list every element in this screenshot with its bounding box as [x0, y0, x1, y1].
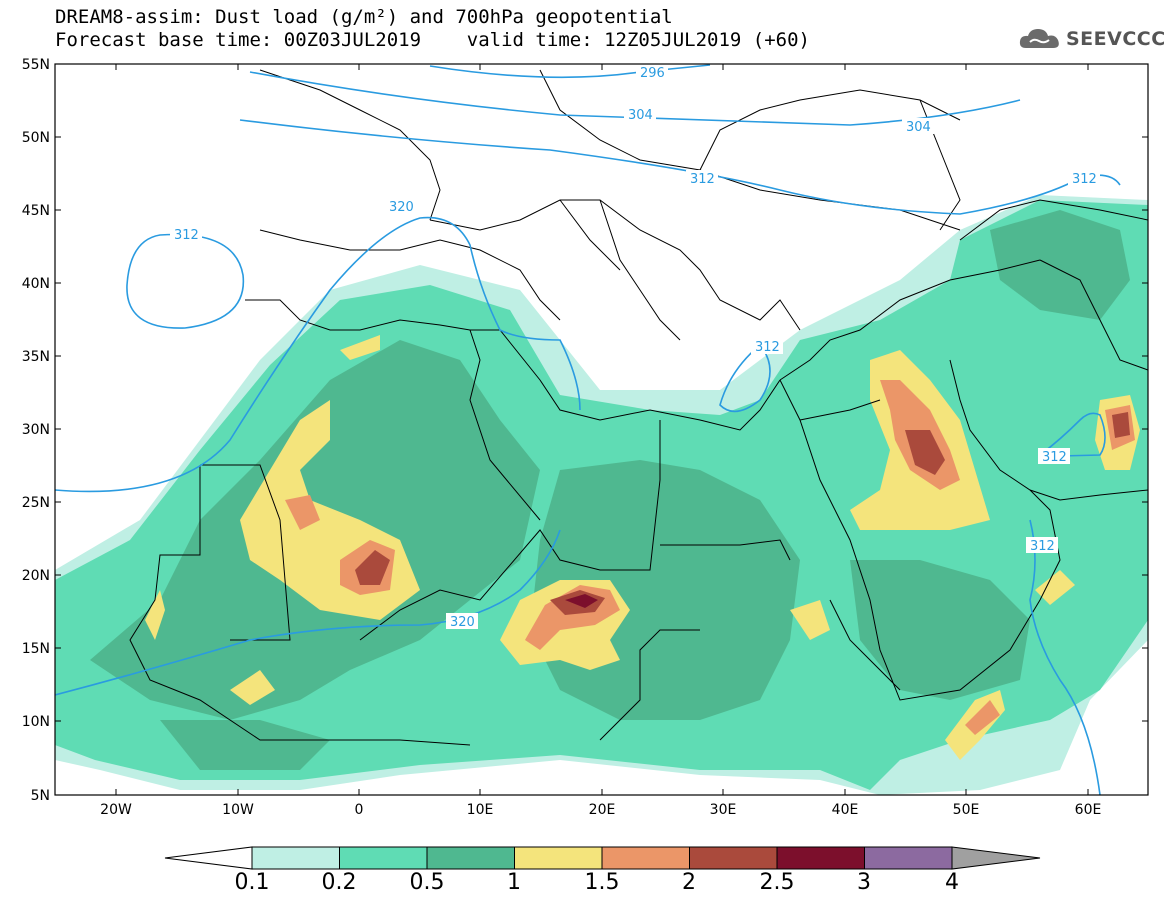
lon-label: 20W [100, 802, 132, 818]
dust-level-1i [230, 670, 275, 705]
dust-level-0.5c [850, 560, 1030, 700]
lat-label: 20N [22, 568, 50, 584]
dust-level-0.5d [990, 210, 1130, 320]
lat-label: 55N [22, 57, 50, 73]
dust-level-1j [1035, 570, 1075, 605]
colorbar-bin [514, 846, 603, 870]
cloud-icon [1019, 29, 1059, 48]
lon-label: 10W [222, 802, 254, 818]
title-line-1: DREAM8-assim: Dust load (g/m²) and 700hP… [55, 6, 673, 28]
dust-level-1.5a [285, 495, 320, 530]
colorbar-bin [689, 846, 778, 870]
title-line-2: Forecast base time: 00Z03JUL2019 valid t… [55, 29, 810, 51]
lon-label: 20E [589, 802, 616, 818]
logo-text: SEEVCCC [1066, 28, 1165, 50]
contour-320 [55, 216, 581, 493]
colorbar-bin [426, 846, 515, 870]
contour-label: 312 [1030, 539, 1055, 554]
dust-level-0.5e [160, 720, 330, 770]
map-title: DREAM8-assim: Dust load (g/m²) and 700hP… [55, 6, 810, 52]
seevccc-logo: SEEVCCC [1018, 24, 1165, 54]
lon-label: 50E [953, 802, 980, 818]
colorbar-bin [251, 846, 340, 870]
lat-label: 35N [22, 349, 50, 365]
colorbar-tick: 2.5 [759, 870, 795, 895]
lat-label: 5N [31, 788, 50, 804]
lat-label: 30N [22, 422, 50, 438]
colorbar-tick: 1.5 [584, 870, 620, 895]
colorbar-bin [864, 846, 953, 870]
colorbar-tick: 0.1 [234, 870, 270, 895]
contour-label: 304 [628, 108, 653, 123]
dust-level-2.5 [565, 594, 598, 608]
contour-312-north [239, 119, 1121, 215]
colorbar-tick: 2 [682, 870, 696, 895]
contour-296 [429, 64, 711, 79]
colorbar-tick: 0.2 [321, 870, 357, 895]
lon-label: 10E [467, 802, 494, 818]
latitude-axis [55, 63, 1148, 722]
lat-label: 25N [22, 495, 50, 511]
lon-label: 60E [1075, 802, 1102, 818]
contour-label: 312 [1072, 172, 1097, 187]
colorbar-bin [776, 846, 865, 870]
contour-label: 312 [755, 340, 780, 355]
contour-312-gulf [1039, 412, 1106, 457]
colorbar-bin [339, 846, 428, 870]
colorbar-above-arrow [951, 846, 1041, 870]
lon-label: 0 [355, 802, 364, 818]
contour-312-south [1029, 519, 1101, 795]
colorbar-tick: 1 [507, 870, 521, 895]
lon-label: 30E [710, 802, 737, 818]
contour-label: 312 [174, 228, 199, 243]
longitude-axis [115, 64, 1089, 795]
lat-label: 45N [22, 203, 50, 219]
latitude-labels: 55N 50N 45N 40N 35N 30N 25N 20N 15N 10N … [22, 57, 50, 804]
contour-label: 320 [389, 200, 414, 215]
dust-level-2a [355, 550, 390, 585]
dust-level-2d [1112, 412, 1130, 438]
contour-label: 312 [1042, 450, 1067, 465]
contour-labels: 296 304 304 312 312 312 312 312 312 320 … [170, 64, 1100, 630]
dust-field [55, 195, 1148, 795]
lon-label: 40E [832, 802, 859, 818]
contour-label: 296 [640, 66, 665, 81]
contour-304 [249, 71, 1021, 126]
colorbar [164, 846, 1041, 870]
contour-312-loop [126, 233, 245, 329]
dust-level-1.5f [965, 700, 1000, 735]
dust-level-2c [905, 430, 945, 475]
colorbar-tick: 3 [857, 870, 871, 895]
lat-label: 50N [22, 130, 50, 146]
longitude-labels: 20W 10W 0 10E 20E 30E 40E 50E 60E [100, 802, 1101, 818]
geopotential-contours [55, 64, 1121, 795]
colorbar-tick: 0.5 [409, 870, 445, 895]
contour-label: 304 [906, 120, 931, 135]
lat-label: 10N [22, 714, 50, 730]
lat-label: 40N [22, 276, 50, 292]
colorbar-below-arrow [164, 846, 253, 870]
contour-320-south [55, 529, 561, 696]
dust-level-1f [790, 600, 830, 640]
dust-level-1g [145, 590, 165, 640]
coastlines [129, 69, 1148, 746]
dust-level-1h [340, 335, 380, 360]
contour-label: 320 [450, 615, 475, 630]
colorbar-tick: 4 [945, 870, 959, 895]
contour-label: 312 [690, 172, 715, 187]
colorbar-bin [601, 846, 690, 870]
lat-label: 15N [22, 641, 50, 657]
contour-312-east [719, 343, 771, 413]
